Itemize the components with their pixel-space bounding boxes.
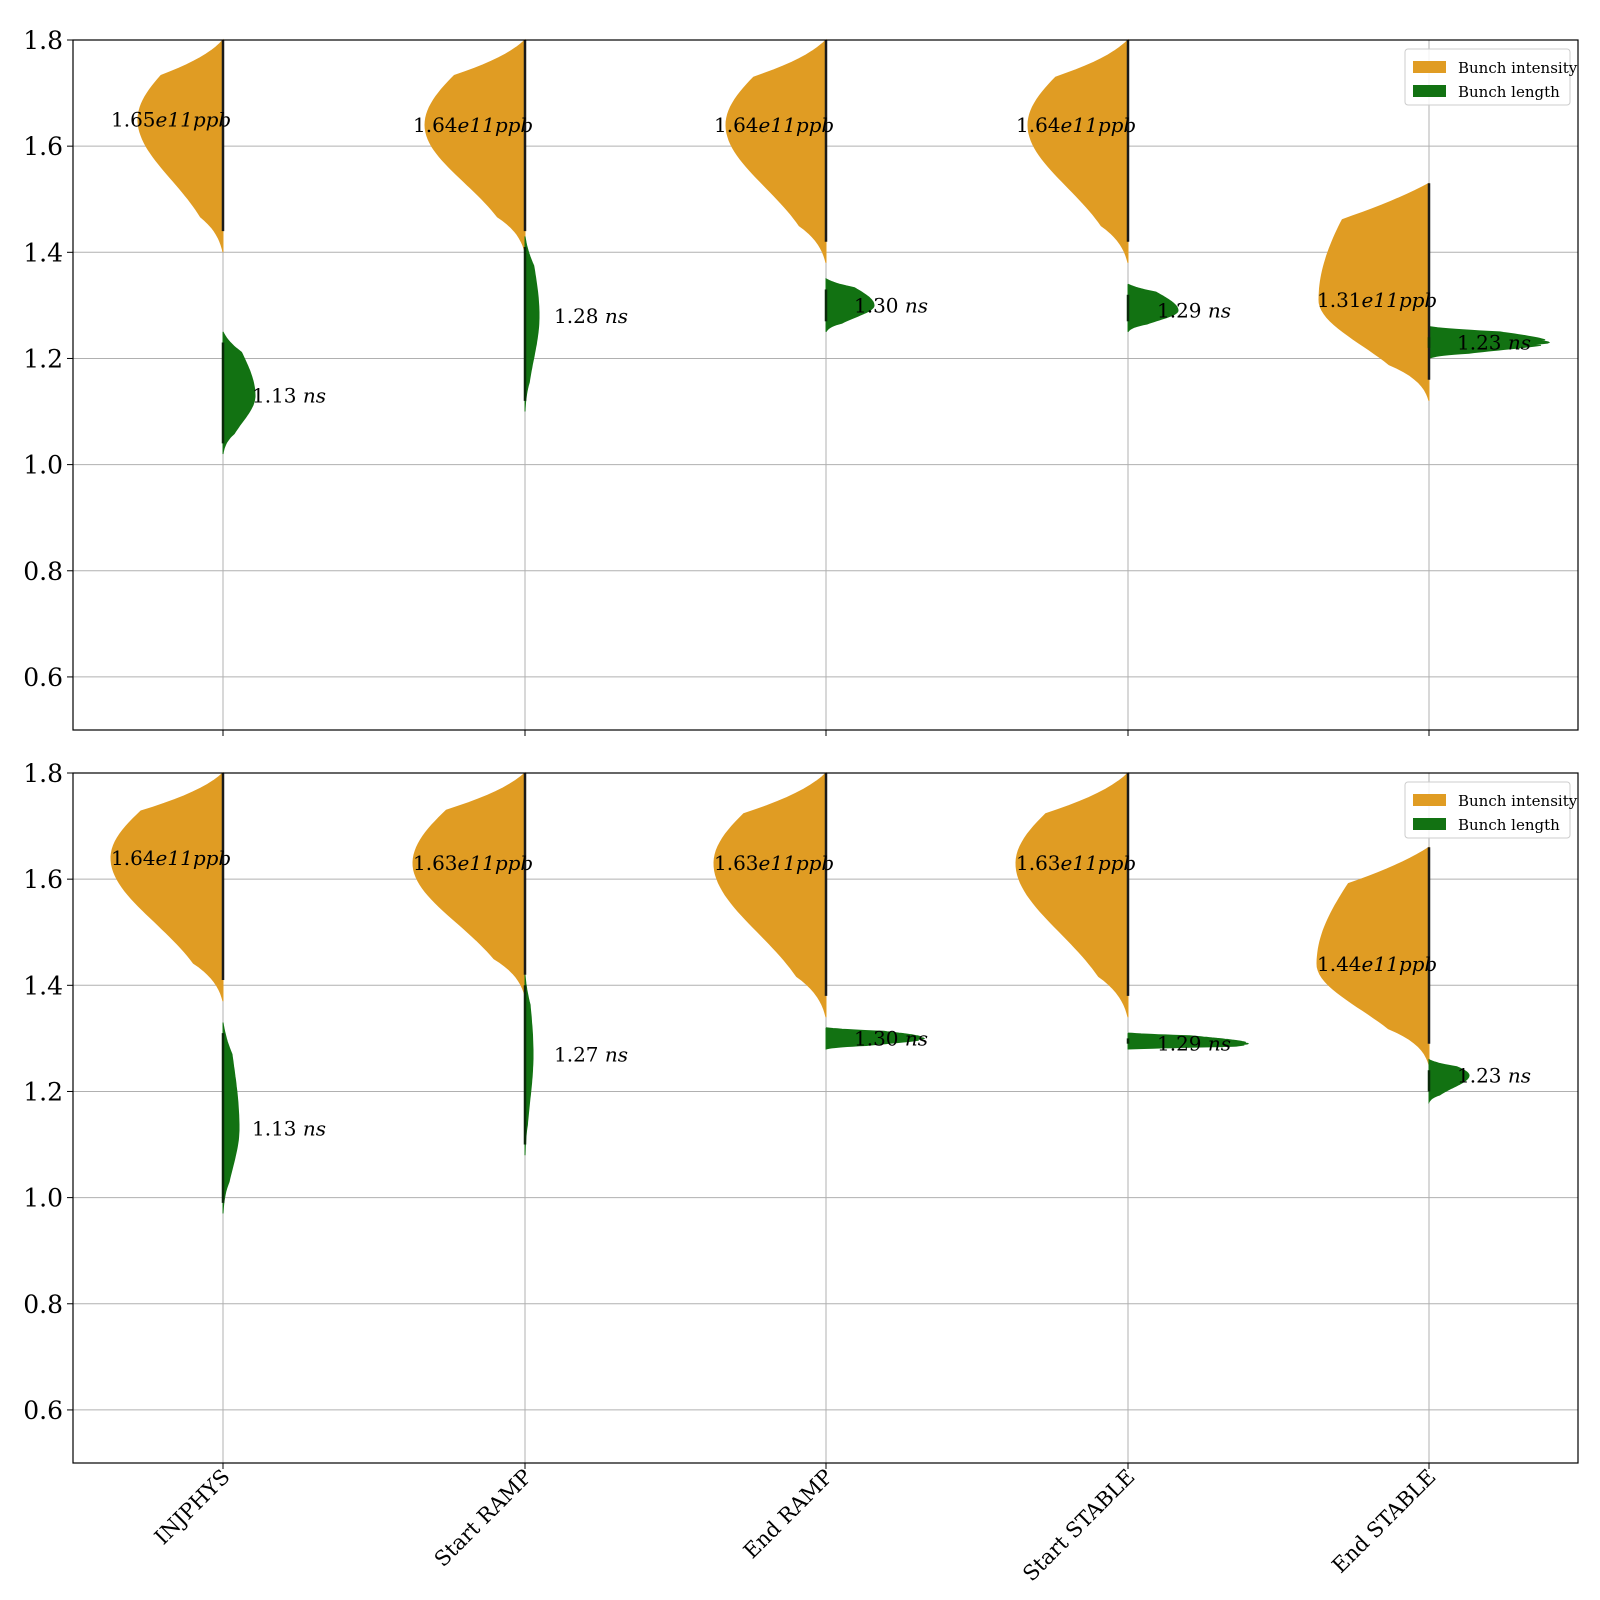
- intensity-median-label: 1.64e11ppb: [111, 846, 231, 870]
- intensity-violin: [110, 771, 224, 1002]
- intensity-median-label: 1.44e11ppb: [1317, 952, 1437, 976]
- intensity-violin: [725, 38, 827, 264]
- x-tick-label: Start RAMP: [430, 1465, 537, 1572]
- y-tick-label: 1.6: [23, 865, 63, 894]
- intensity-violin: [1015, 771, 1129, 1018]
- legend-swatch: [1413, 85, 1446, 97]
- length-violin: [1127, 1032, 1250, 1050]
- legend-box: [1404, 781, 1571, 839]
- intensity-violin: [1316, 846, 1430, 1066]
- length-median-label: 1.13 ns: [252, 384, 326, 408]
- length-violin: [825, 1027, 926, 1050]
- x-tick-label: INJPHYS: [150, 1465, 235, 1550]
- y-tick-label: 1.6: [23, 132, 63, 161]
- x-tick-label: End STABLE: [1327, 1465, 1440, 1578]
- panel-2: 0.6 0.8 1.0 1.2 1.4 1.6 1.8 1.64e11ppb 1.13 ns 1.…: [23, 759, 1579, 1469]
- intensity-median-label: 1.63e11ppb: [1016, 851, 1136, 875]
- length-median-label: 1.23 ns: [1457, 1064, 1531, 1088]
- length-violin: [1127, 283, 1179, 333]
- length-violin: [222, 1022, 240, 1214]
- legend-label: Bunch length: [1458, 83, 1560, 101]
- intensity-violin: [412, 771, 526, 997]
- x-tick-label: End RAMP: [739, 1465, 838, 1564]
- length-median-label: 1.30 ns: [854, 1026, 928, 1050]
- legend-box: [1404, 48, 1571, 106]
- length-median-label: 1.29 ns: [1157, 1032, 1231, 1056]
- intensity-median-label: 1.63e11ppb: [413, 851, 533, 875]
- intensity-violin: [1027, 38, 1129, 264]
- x-tick-label: Start STABLE: [1018, 1465, 1139, 1586]
- intensity-median-label: 1.31e11ppb: [1317, 288, 1437, 312]
- y-tick-label: 1.0: [23, 451, 63, 480]
- intensity-median-label: 1.64e11ppb: [714, 113, 834, 137]
- y-tick-label: 1.8: [23, 759, 63, 788]
- length-median-label: 1.28 ns: [554, 304, 628, 328]
- length-median-label: 1.30 ns: [854, 293, 928, 317]
- length-violin: [825, 277, 875, 333]
- length-violin: [524, 236, 540, 412]
- y-tick-label: 1.4: [23, 238, 63, 267]
- intensity-median-label: 1.65e11ppb: [111, 108, 231, 132]
- intensity-median-label: 1.63e11ppb: [714, 851, 834, 875]
- length-median-label: 1.29 ns: [1157, 299, 1231, 323]
- y-tick-label: 1.8: [23, 26, 63, 55]
- legend-swatch: [1413, 794, 1446, 806]
- y-tick-label: 0.6: [23, 663, 63, 692]
- intensity-violin: [137, 38, 224, 253]
- intensity-violin: [1318, 182, 1430, 402]
- intensity-median-label: 1.64e11ppb: [1016, 113, 1136, 137]
- length-median-label: 1.27 ns: [554, 1042, 628, 1066]
- y-tick-label: 0.8: [23, 1290, 63, 1319]
- panel-1: 0.6 0.8 1.0 1.2 1.4 1.6 1.8 1.65e11ppb 1.13 ns 1.…: [23, 26, 1579, 736]
- legend-swatch: [1413, 61, 1446, 73]
- length-violin: [1428, 1058, 1470, 1104]
- length-violin: [222, 331, 256, 455]
- legend-label: Bunch intensity: [1458, 59, 1578, 77]
- legend-label: Bunch intensity: [1458, 792, 1578, 810]
- intensity-median-label: 1.64e11ppb: [413, 113, 533, 137]
- legend-swatch: [1413, 818, 1446, 830]
- y-tick-label: 0.6: [23, 1396, 63, 1425]
- intensity-violin: [713, 771, 827, 1018]
- intensity-violin: [424, 38, 526, 253]
- y-tick-label: 1.2: [23, 1077, 63, 1106]
- length-violin: [1428, 326, 1551, 360]
- length-median-label: 1.13 ns: [252, 1117, 326, 1141]
- y-tick-label: 1.2: [23, 344, 63, 373]
- length-median-label: 1.23 ns: [1457, 331, 1531, 355]
- length-violin: [524, 974, 534, 1156]
- y-tick-label: 0.8: [23, 557, 63, 586]
- legend: Bunch intensity Bunch length: [1404, 781, 1578, 839]
- legend-label: Bunch length: [1458, 816, 1560, 834]
- y-tick-label: 1.0: [23, 1184, 63, 1213]
- y-tick-label: 1.4: [23, 971, 63, 1000]
- legend: Bunch intensity Bunch length: [1404, 48, 1578, 106]
